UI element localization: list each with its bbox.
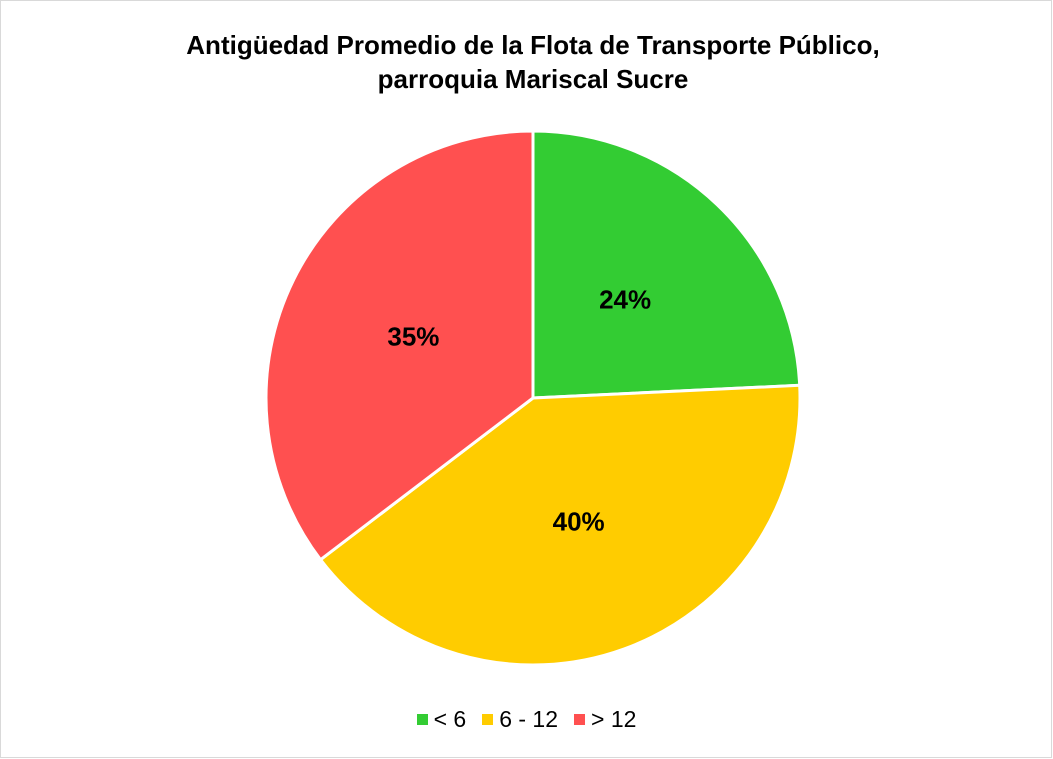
legend-item: 6 - 12	[482, 706, 558, 733]
pie-slice	[318, 383, 802, 667]
pie-slice	[531, 129, 802, 400]
data-label: 35%	[387, 322, 439, 352]
legend-swatch	[574, 714, 586, 725]
legend-label: 6 - 12	[499, 706, 559, 732]
legend-label: > 12	[591, 706, 637, 732]
legend-item: < 6	[416, 706, 467, 733]
chart-title: Antigüedad Promedio de la Flota de Trans…	[186, 30, 880, 94]
legend-swatch	[416, 714, 428, 725]
data-label: 40%	[553, 506, 605, 536]
legend: < 6 6 - 12 > 12	[0, 706, 1053, 733]
pie-slice	[264, 129, 535, 562]
legend-swatch	[482, 714, 494, 725]
legend-label: < 6	[433, 706, 467, 732]
data-label: 24%	[599, 284, 651, 314]
legend-item: > 12	[574, 706, 636, 733]
